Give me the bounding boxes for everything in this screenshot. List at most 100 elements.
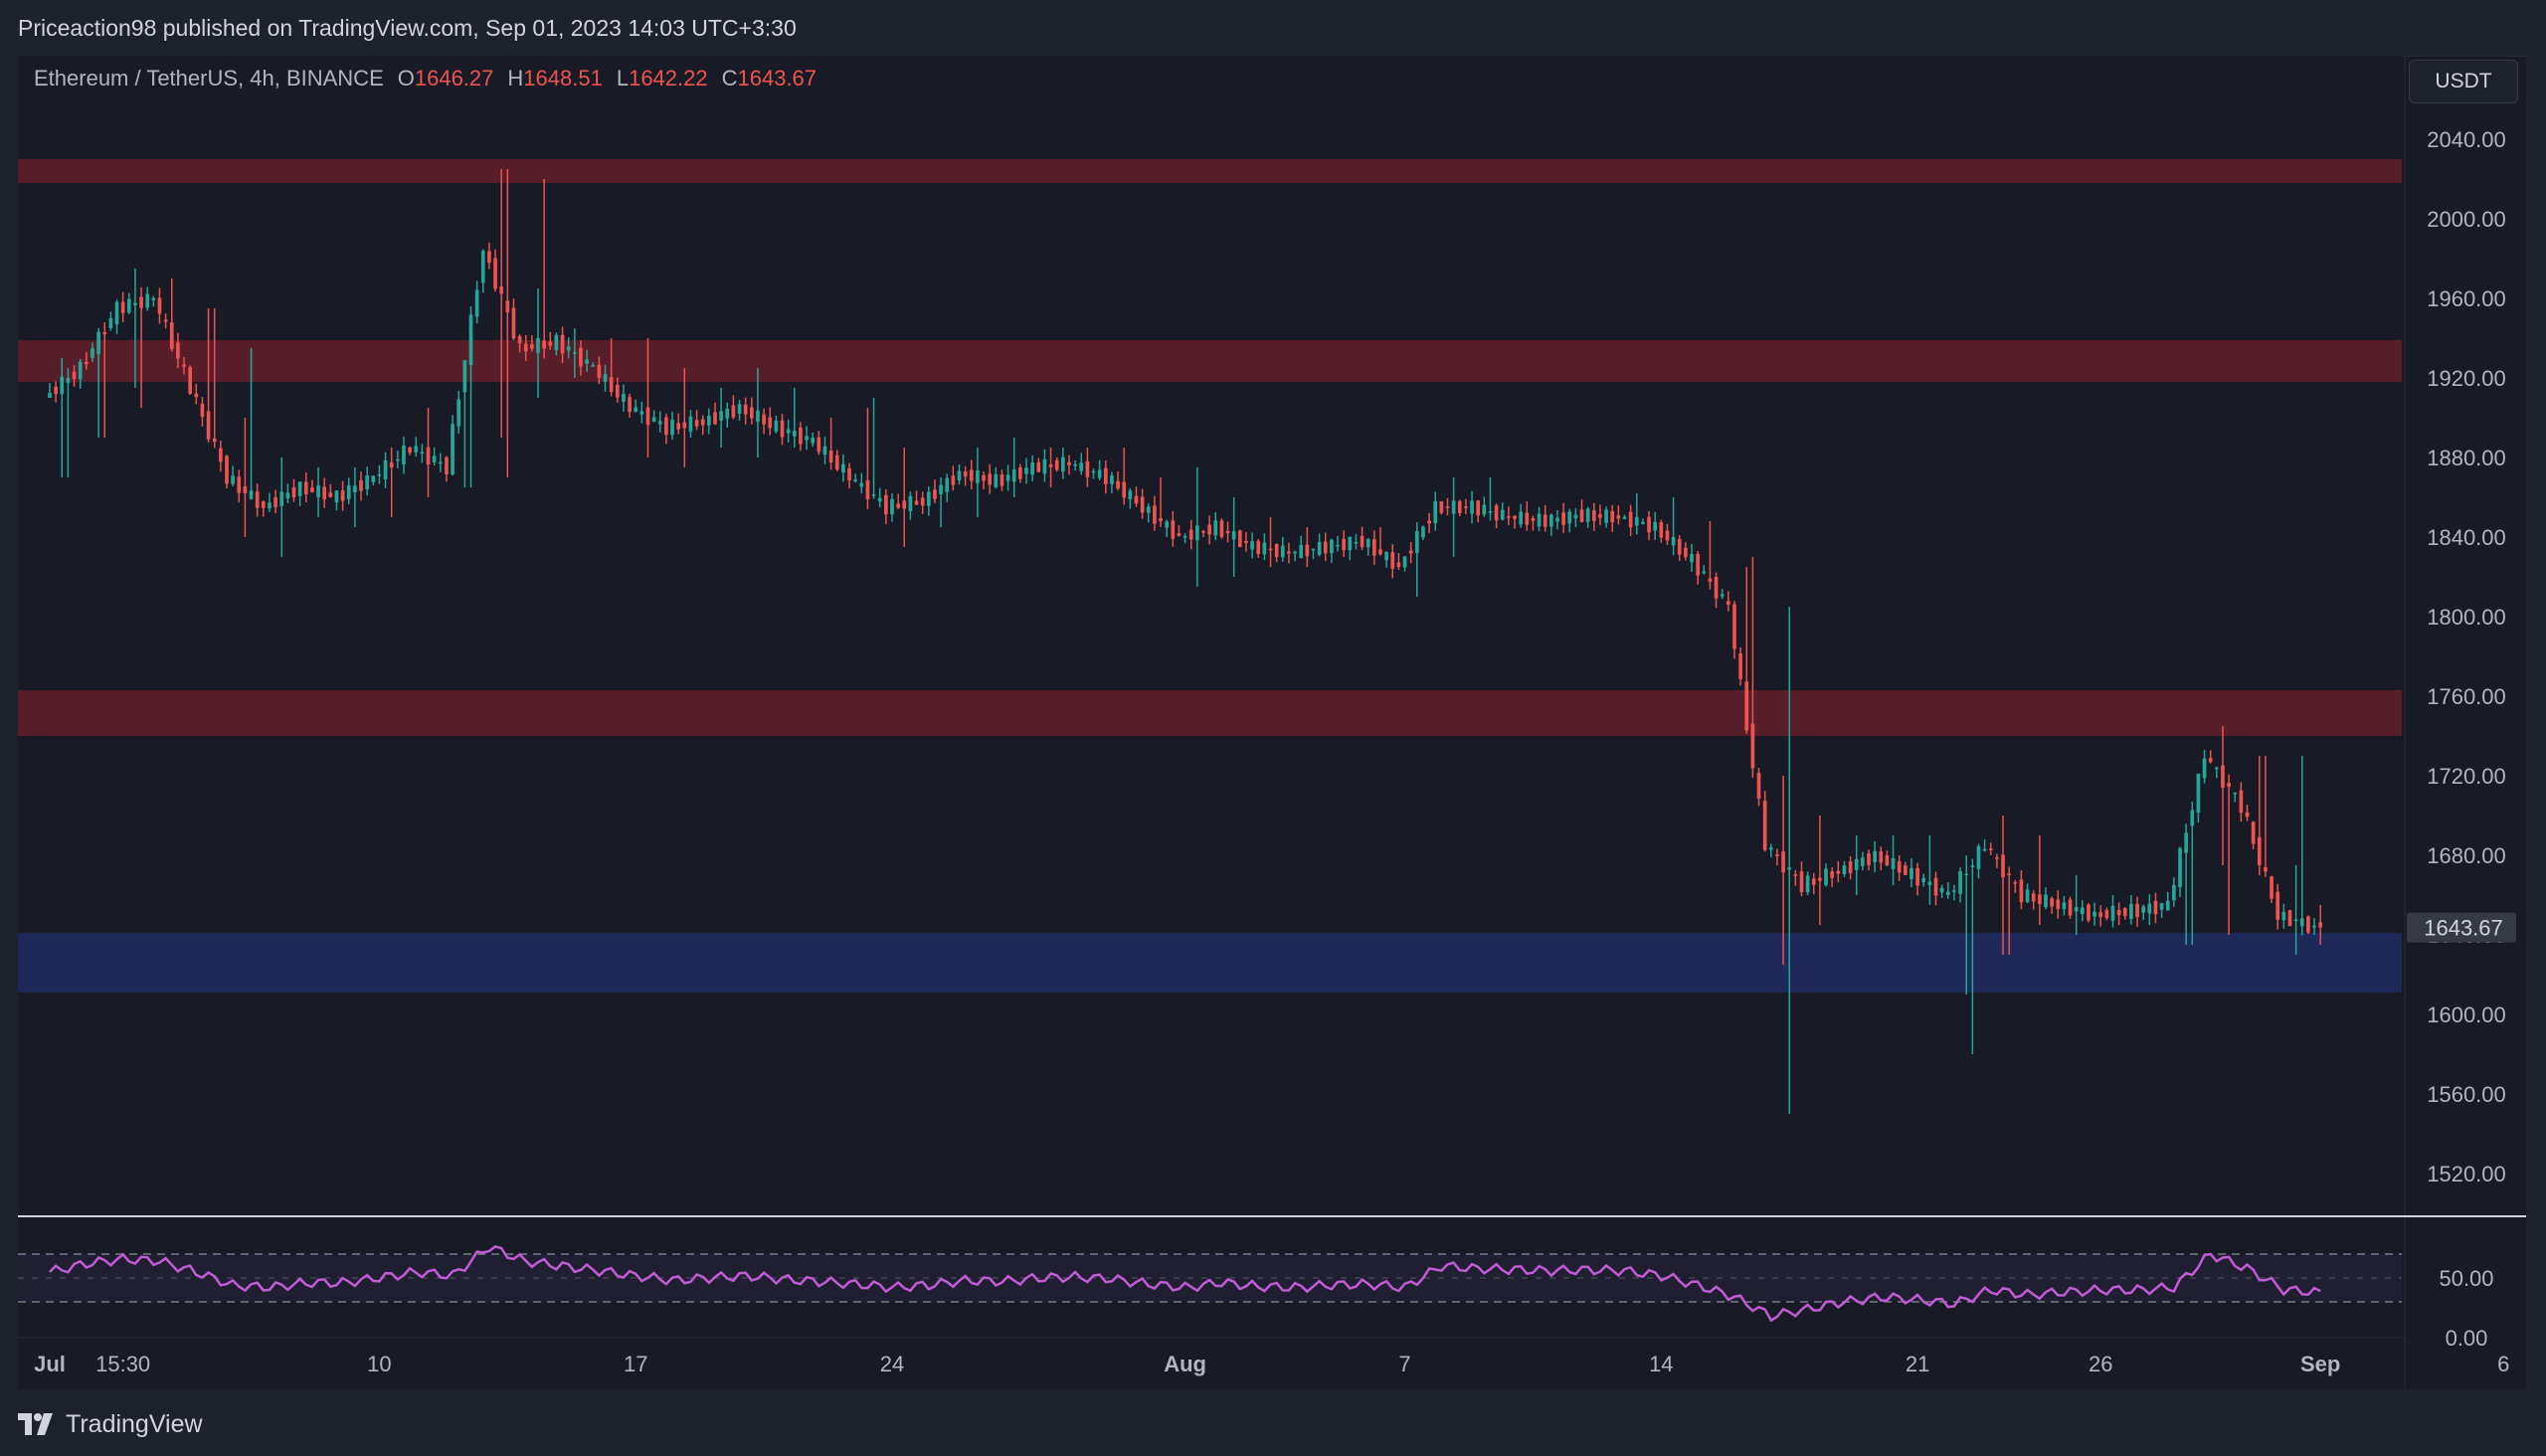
- candle-body: [896, 503, 900, 508]
- candle-body: [268, 502, 272, 509]
- close-value: 1643.67: [737, 66, 818, 91]
- candle-body: [1531, 517, 1536, 521]
- resistance-zone: [18, 340, 2402, 382]
- price-pane[interactable]: [18, 56, 2402, 1213]
- candle-body: [1824, 868, 1828, 886]
- candle-body: [1323, 541, 1328, 554]
- candle-body: [2056, 899, 2061, 909]
- candle-body: [1476, 500, 1481, 516]
- candle-body: [346, 485, 351, 499]
- candle-body: [2135, 903, 2139, 918]
- candle-body: [1915, 867, 1919, 886]
- candle-body: [2190, 810, 2195, 826]
- currency-selector[interactable]: USDT: [2409, 60, 2518, 103]
- close-label: C: [721, 66, 738, 91]
- candle-body: [456, 399, 461, 427]
- candle-body: [1042, 458, 1047, 474]
- candle-body: [762, 414, 766, 425]
- price-tick-label: 1720.00: [2427, 764, 2506, 789]
- candle-body: [2110, 905, 2115, 921]
- candle-body: [426, 447, 431, 465]
- candle-body: [2239, 790, 2244, 814]
- candle-body: [1976, 846, 1981, 869]
- candle-body: [1811, 878, 1816, 885]
- candle-body: [255, 491, 260, 508]
- candle-body: [133, 302, 137, 306]
- candle-body: [1677, 538, 1682, 555]
- candle-body: [725, 409, 730, 419]
- candle-body: [2080, 907, 2085, 915]
- rsi-pane[interactable]: [18, 1218, 2402, 1338]
- rsi-tick-label: 0.00: [2446, 1326, 2488, 1351]
- candle-body: [871, 494, 876, 496]
- candle-body: [402, 446, 406, 464]
- candle-body: [828, 451, 833, 462]
- candle-body: [976, 469, 980, 483]
- candle-body: [2264, 867, 2268, 872]
- candle-body: [468, 314, 473, 366]
- candle-body: [2141, 906, 2146, 913]
- candle-body: [2062, 902, 2067, 910]
- candle-body: [1299, 544, 1304, 559]
- candle-body: [102, 331, 107, 335]
- candle-body: [1464, 506, 1468, 508]
- candle-body: [445, 456, 449, 474]
- price-tick-label: 1800.00: [2427, 605, 2506, 630]
- high-label: H: [507, 66, 524, 91]
- brand-text: TradingView: [66, 1409, 203, 1438]
- candle-body: [585, 359, 589, 364]
- candle-body: [2013, 882, 2018, 884]
- candle-body: [731, 405, 736, 418]
- candle-body: [1836, 870, 1841, 874]
- candle-body: [1585, 508, 1590, 522]
- candle-body: [1561, 512, 1565, 525]
- candle-body: [554, 334, 559, 351]
- candle-body: [1103, 467, 1108, 484]
- candle-body: [1507, 516, 1511, 518]
- candle-body: [1543, 514, 1547, 527]
- candle-body: [1958, 871, 1962, 894]
- candle-body: [2281, 911, 2286, 921]
- candle-body: [1201, 531, 1205, 533]
- candle-body: [1024, 467, 1028, 474]
- candle-body: [1775, 854, 1779, 856]
- candle-body: [389, 461, 394, 468]
- tradingview-logo-icon[interactable]: [18, 1413, 56, 1435]
- candle-body: [163, 319, 168, 322]
- candle-body: [297, 481, 302, 496]
- price-tick-label: 1520.00: [2427, 1162, 2506, 1186]
- candle-body: [2001, 854, 2005, 878]
- candle-body: [682, 422, 687, 429]
- candle-body: [414, 446, 419, 453]
- candle-body: [688, 416, 693, 433]
- candle-body: [1231, 531, 1236, 540]
- candle-body: [1237, 530, 1242, 547]
- candle-body: [1067, 461, 1071, 465]
- price-tick-label: 1680.00: [2427, 843, 2506, 868]
- candle-body: [1354, 542, 1359, 544]
- support-zone: [18, 933, 2402, 993]
- candle-body: [200, 403, 205, 418]
- candle-body: [231, 475, 235, 484]
- price-tick-label: 2040.00: [2427, 127, 2506, 152]
- low-value: 1642.22: [629, 66, 708, 91]
- candle-body: [1659, 522, 1664, 538]
- candle-body: [2202, 758, 2207, 779]
- candle-body: [1933, 877, 1938, 896]
- time-tick-label: 21: [1906, 1352, 1929, 1376]
- candle-body: [1085, 460, 1090, 477]
- candle-body: [261, 501, 266, 508]
- candle-body: [2318, 922, 2323, 928]
- candle-body: [805, 436, 809, 441]
- candle-body: [194, 393, 199, 398]
- candle-body: [151, 297, 156, 300]
- candle-body: [1048, 463, 1053, 467]
- candle-body: [834, 455, 839, 470]
- candle-body: [114, 301, 119, 325]
- candle-body: [634, 407, 638, 412]
- candle-body: [2116, 910, 2121, 916]
- candle-body: [988, 473, 993, 485]
- candle-body: [1873, 850, 1877, 862]
- candle-body: [1634, 516, 1639, 526]
